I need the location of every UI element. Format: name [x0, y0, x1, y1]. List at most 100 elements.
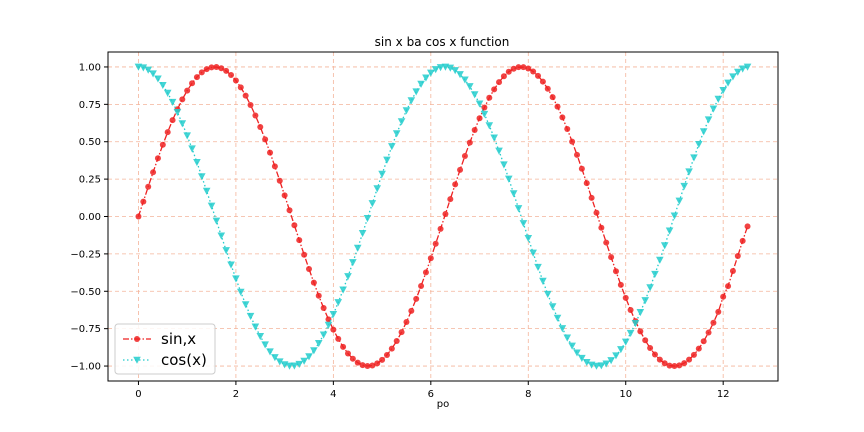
- data-point: [621, 338, 630, 346]
- data-point: [573, 349, 581, 357]
- data-point: [738, 65, 747, 73]
- data-point: [319, 331, 328, 339]
- data-point: [475, 100, 484, 108]
- data-point: [159, 81, 167, 90]
- data-point: [729, 268, 736, 275]
- data-point: [734, 252, 741, 259]
- data-point: [402, 107, 411, 115]
- x-tick-label: 0: [135, 389, 141, 400]
- data-point: [509, 190, 518, 198]
- data-point: [631, 320, 640, 328]
- data-point: [466, 83, 474, 91]
- data-point: [598, 224, 605, 231]
- data-point: [349, 355, 356, 362]
- y-tick-label: 1.00: [79, 62, 101, 73]
- data-point: [709, 105, 718, 113]
- data-point: [437, 225, 444, 232]
- data-point: [358, 229, 367, 238]
- data-point: [656, 356, 663, 363]
- data-point: [339, 286, 347, 294]
- data-point: [622, 294, 629, 301]
- data-point: [301, 251, 308, 258]
- data-point: [354, 359, 361, 366]
- data-point: [340, 343, 347, 350]
- data-point: [592, 362, 601, 370]
- data-point: [559, 114, 566, 121]
- data-point: [228, 71, 235, 78]
- data-point: [519, 220, 528, 228]
- data-point: [535, 72, 542, 79]
- data-point: [530, 68, 537, 75]
- data-point: [407, 97, 416, 105]
- data-point: [720, 293, 727, 300]
- data-point: [237, 84, 244, 91]
- data-point: [379, 356, 386, 363]
- data-point: [344, 350, 351, 357]
- y-tick-label: −0.75: [70, 324, 101, 335]
- data-point: [300, 357, 308, 365]
- data-point: [290, 362, 299, 370]
- data-point: [324, 321, 333, 329]
- series-cos: [134, 63, 752, 370]
- data-point: [500, 161, 508, 169]
- data-point: [446, 64, 455, 72]
- data-point: [724, 79, 732, 87]
- data-point: [544, 85, 551, 92]
- data-point: [374, 360, 381, 367]
- data-point: [490, 134, 498, 142]
- data-point: [403, 319, 410, 326]
- data-point: [412, 88, 420, 96]
- data-point: [656, 256, 664, 264]
- data-point: [139, 64, 148, 72]
- data-point: [329, 310, 338, 319]
- data-point: [660, 242, 669, 250]
- data-point: [208, 64, 215, 71]
- y-tick-label: 0.25: [79, 175, 101, 186]
- x-tick-label: 6: [428, 389, 434, 400]
- data-point: [266, 348, 274, 356]
- data-point: [159, 141, 166, 148]
- data-point: [198, 69, 205, 76]
- data-point: [564, 126, 571, 133]
- data-point: [525, 65, 532, 72]
- data-point: [569, 138, 576, 145]
- data-point: [485, 122, 494, 130]
- data-point: [491, 86, 498, 93]
- data-point: [617, 346, 625, 354]
- data-point: [705, 329, 712, 336]
- data-point: [510, 65, 517, 72]
- data-point: [349, 259, 357, 267]
- data-point: [315, 292, 322, 299]
- data-point: [368, 200, 377, 208]
- data-point: [267, 149, 274, 156]
- data-point: [232, 77, 239, 84]
- data-point: [306, 265, 312, 272]
- data-point: [549, 94, 556, 101]
- data-point: [725, 283, 732, 290]
- data-point: [534, 263, 542, 272]
- legend-item: cos(x): [123, 351, 207, 369]
- data-point: [150, 169, 157, 176]
- data-point: [432, 240, 439, 247]
- legend-label: sin,x: [161, 330, 196, 348]
- data-point: [744, 223, 751, 230]
- data-point: [529, 249, 537, 257]
- data-point: [704, 116, 713, 124]
- data-point: [568, 342, 576, 350]
- data-point: [397, 118, 406, 126]
- data-point: [456, 71, 464, 79]
- data-point: [495, 147, 503, 155]
- data-point: [217, 232, 226, 240]
- data-point: [442, 210, 449, 217]
- data-point: [553, 314, 562, 322]
- data-point: [452, 181, 459, 188]
- data-point: [418, 282, 425, 289]
- data-point: [436, 64, 445, 72]
- data-point: [373, 185, 382, 193]
- data-point: [597, 362, 606, 370]
- data-point: [271, 163, 278, 170]
- data-point: [699, 128, 708, 136]
- data-point: [202, 187, 211, 195]
- data-point: [188, 145, 196, 153]
- data-point: [168, 98, 177, 106]
